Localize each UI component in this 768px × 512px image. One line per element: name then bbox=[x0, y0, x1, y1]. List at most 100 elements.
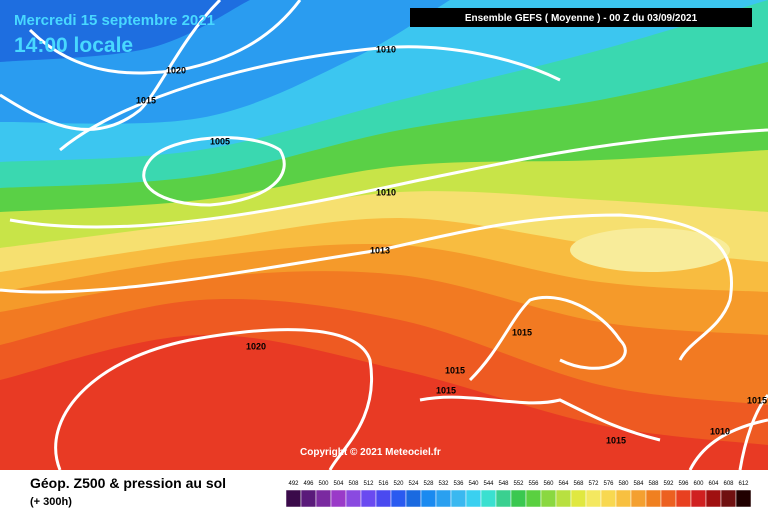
colorbar-label: 596 bbox=[678, 481, 689, 487]
color-box bbox=[720, 489, 737, 508]
color-box bbox=[435, 489, 452, 508]
color-box bbox=[480, 489, 497, 508]
color-box bbox=[585, 489, 602, 508]
isobar bbox=[468, 295, 627, 382]
isobar-label: 1010 bbox=[376, 187, 396, 197]
color-box bbox=[555, 489, 572, 508]
colorbar-label: 604 bbox=[708, 481, 719, 487]
colorbar-label: 548 bbox=[498, 481, 509, 487]
isobar bbox=[54, 328, 374, 471]
colorbar-label: 572 bbox=[588, 481, 599, 487]
isobar-label: 1015 bbox=[445, 365, 465, 375]
color-box bbox=[420, 489, 437, 508]
colorbar-label: 532 bbox=[438, 481, 449, 487]
colorbar-label: 612 bbox=[738, 481, 749, 487]
isobar-label: 1020 bbox=[166, 65, 186, 75]
isobar bbox=[59, 45, 561, 152]
isobar-label: 1015 bbox=[136, 95, 156, 105]
color-box bbox=[375, 489, 392, 508]
colorbar: 492 496 500 504 508 512 516 520 524 528 532 536 540 5… bbox=[285, 481, 752, 508]
legend-title: Géop. Z500 & pression au sol bbox=[30, 475, 226, 491]
isobar-label: 1020 bbox=[246, 341, 266, 351]
colorbar-label: 512 bbox=[363, 481, 374, 487]
copyright: Copyright © 2021 Meteociel.fr bbox=[300, 447, 441, 458]
colorbar-label: 600 bbox=[693, 481, 704, 487]
color-box bbox=[405, 489, 422, 508]
isobar-label: 1015 bbox=[606, 435, 626, 445]
colorbar-label: 564 bbox=[558, 481, 569, 487]
color-box bbox=[570, 489, 587, 508]
color-box bbox=[390, 489, 407, 508]
colorbar-label: 500 bbox=[318, 481, 329, 487]
color-box bbox=[630, 489, 647, 508]
color-box bbox=[525, 489, 542, 508]
colorbar-label: 592 bbox=[663, 481, 674, 487]
colorbar-label: 528 bbox=[423, 481, 434, 487]
color-box bbox=[345, 489, 362, 508]
color-bands bbox=[0, 0, 768, 470]
isobar-label: 1015 bbox=[747, 395, 767, 405]
colorbar-label: 552 bbox=[513, 481, 524, 487]
isobar-label: 1013 bbox=[370, 245, 390, 255]
color-box bbox=[735, 489, 752, 508]
color-box bbox=[330, 489, 347, 508]
isobar bbox=[28, 0, 302, 75]
colorbar-label: 556 bbox=[528, 481, 539, 487]
color-box bbox=[615, 489, 632, 508]
isobar-label: 1015 bbox=[436, 385, 456, 395]
colorbar-label: 568 bbox=[573, 481, 584, 487]
date: Mercredi 15 septembre 2021 bbox=[14, 12, 215, 29]
run-info: Ensemble GEFS ( Moyenne ) - 00 Z du 03/0… bbox=[465, 13, 698, 24]
isobar bbox=[0, 0, 222, 131]
run-box bbox=[410, 8, 752, 27]
isobar bbox=[419, 395, 661, 442]
colorbar-label: 608 bbox=[723, 481, 734, 487]
time: 14:00 locale bbox=[14, 34, 133, 57]
color-box bbox=[540, 489, 557, 508]
colorbar-label: 576 bbox=[603, 481, 614, 487]
band bbox=[0, 0, 250, 62]
isobar bbox=[0, 213, 733, 361]
colorbar-label: 516 bbox=[378, 481, 389, 487]
colorbar-label: 508 bbox=[348, 481, 359, 487]
color-box bbox=[510, 489, 527, 508]
isobar bbox=[142, 136, 286, 207]
colorbar-label: 560 bbox=[543, 481, 554, 487]
isobar bbox=[9, 128, 768, 229]
band bbox=[570, 228, 730, 272]
color-box bbox=[315, 489, 332, 508]
color-box bbox=[690, 489, 707, 508]
colorbar-label: 536 bbox=[453, 481, 464, 487]
color-box bbox=[450, 489, 467, 508]
color-box bbox=[360, 489, 377, 508]
colorbar-label: 496 bbox=[303, 481, 314, 487]
colorbar-label: 540 bbox=[468, 481, 479, 487]
colorbar-label: 520 bbox=[393, 481, 404, 487]
isobar-label: 1010 bbox=[710, 426, 730, 436]
isobar-label: 1015 bbox=[512, 327, 532, 337]
colorbar-label: 504 bbox=[333, 481, 344, 487]
color-box bbox=[645, 489, 662, 508]
color-box bbox=[285, 489, 302, 508]
colorbar-label: 584 bbox=[633, 481, 644, 487]
isobar-label: 1010 bbox=[376, 44, 396, 54]
isobar bbox=[738, 394, 768, 471]
colorbar-label: 524 bbox=[408, 481, 419, 487]
lead-time: (+ 300h) bbox=[30, 496, 72, 508]
color-box bbox=[600, 489, 617, 508]
colorbar-label: 544 bbox=[483, 481, 494, 487]
colorbar-label: 588 bbox=[648, 481, 659, 487]
color-box bbox=[705, 489, 722, 508]
isobars bbox=[0, 0, 768, 471]
colorbar-label: 492 bbox=[288, 481, 299, 487]
isobar-labels: 1010 1020 1015 1005 1010 1013 1015 1020 1015 1015… bbox=[136, 44, 767, 445]
color-box bbox=[660, 489, 677, 508]
isobar bbox=[688, 418, 768, 471]
color-box bbox=[300, 489, 317, 508]
color-box bbox=[465, 489, 482, 508]
isobar-label: 1005 bbox=[210, 136, 230, 146]
color-box bbox=[675, 489, 692, 508]
colorbar-label: 580 bbox=[618, 481, 629, 487]
